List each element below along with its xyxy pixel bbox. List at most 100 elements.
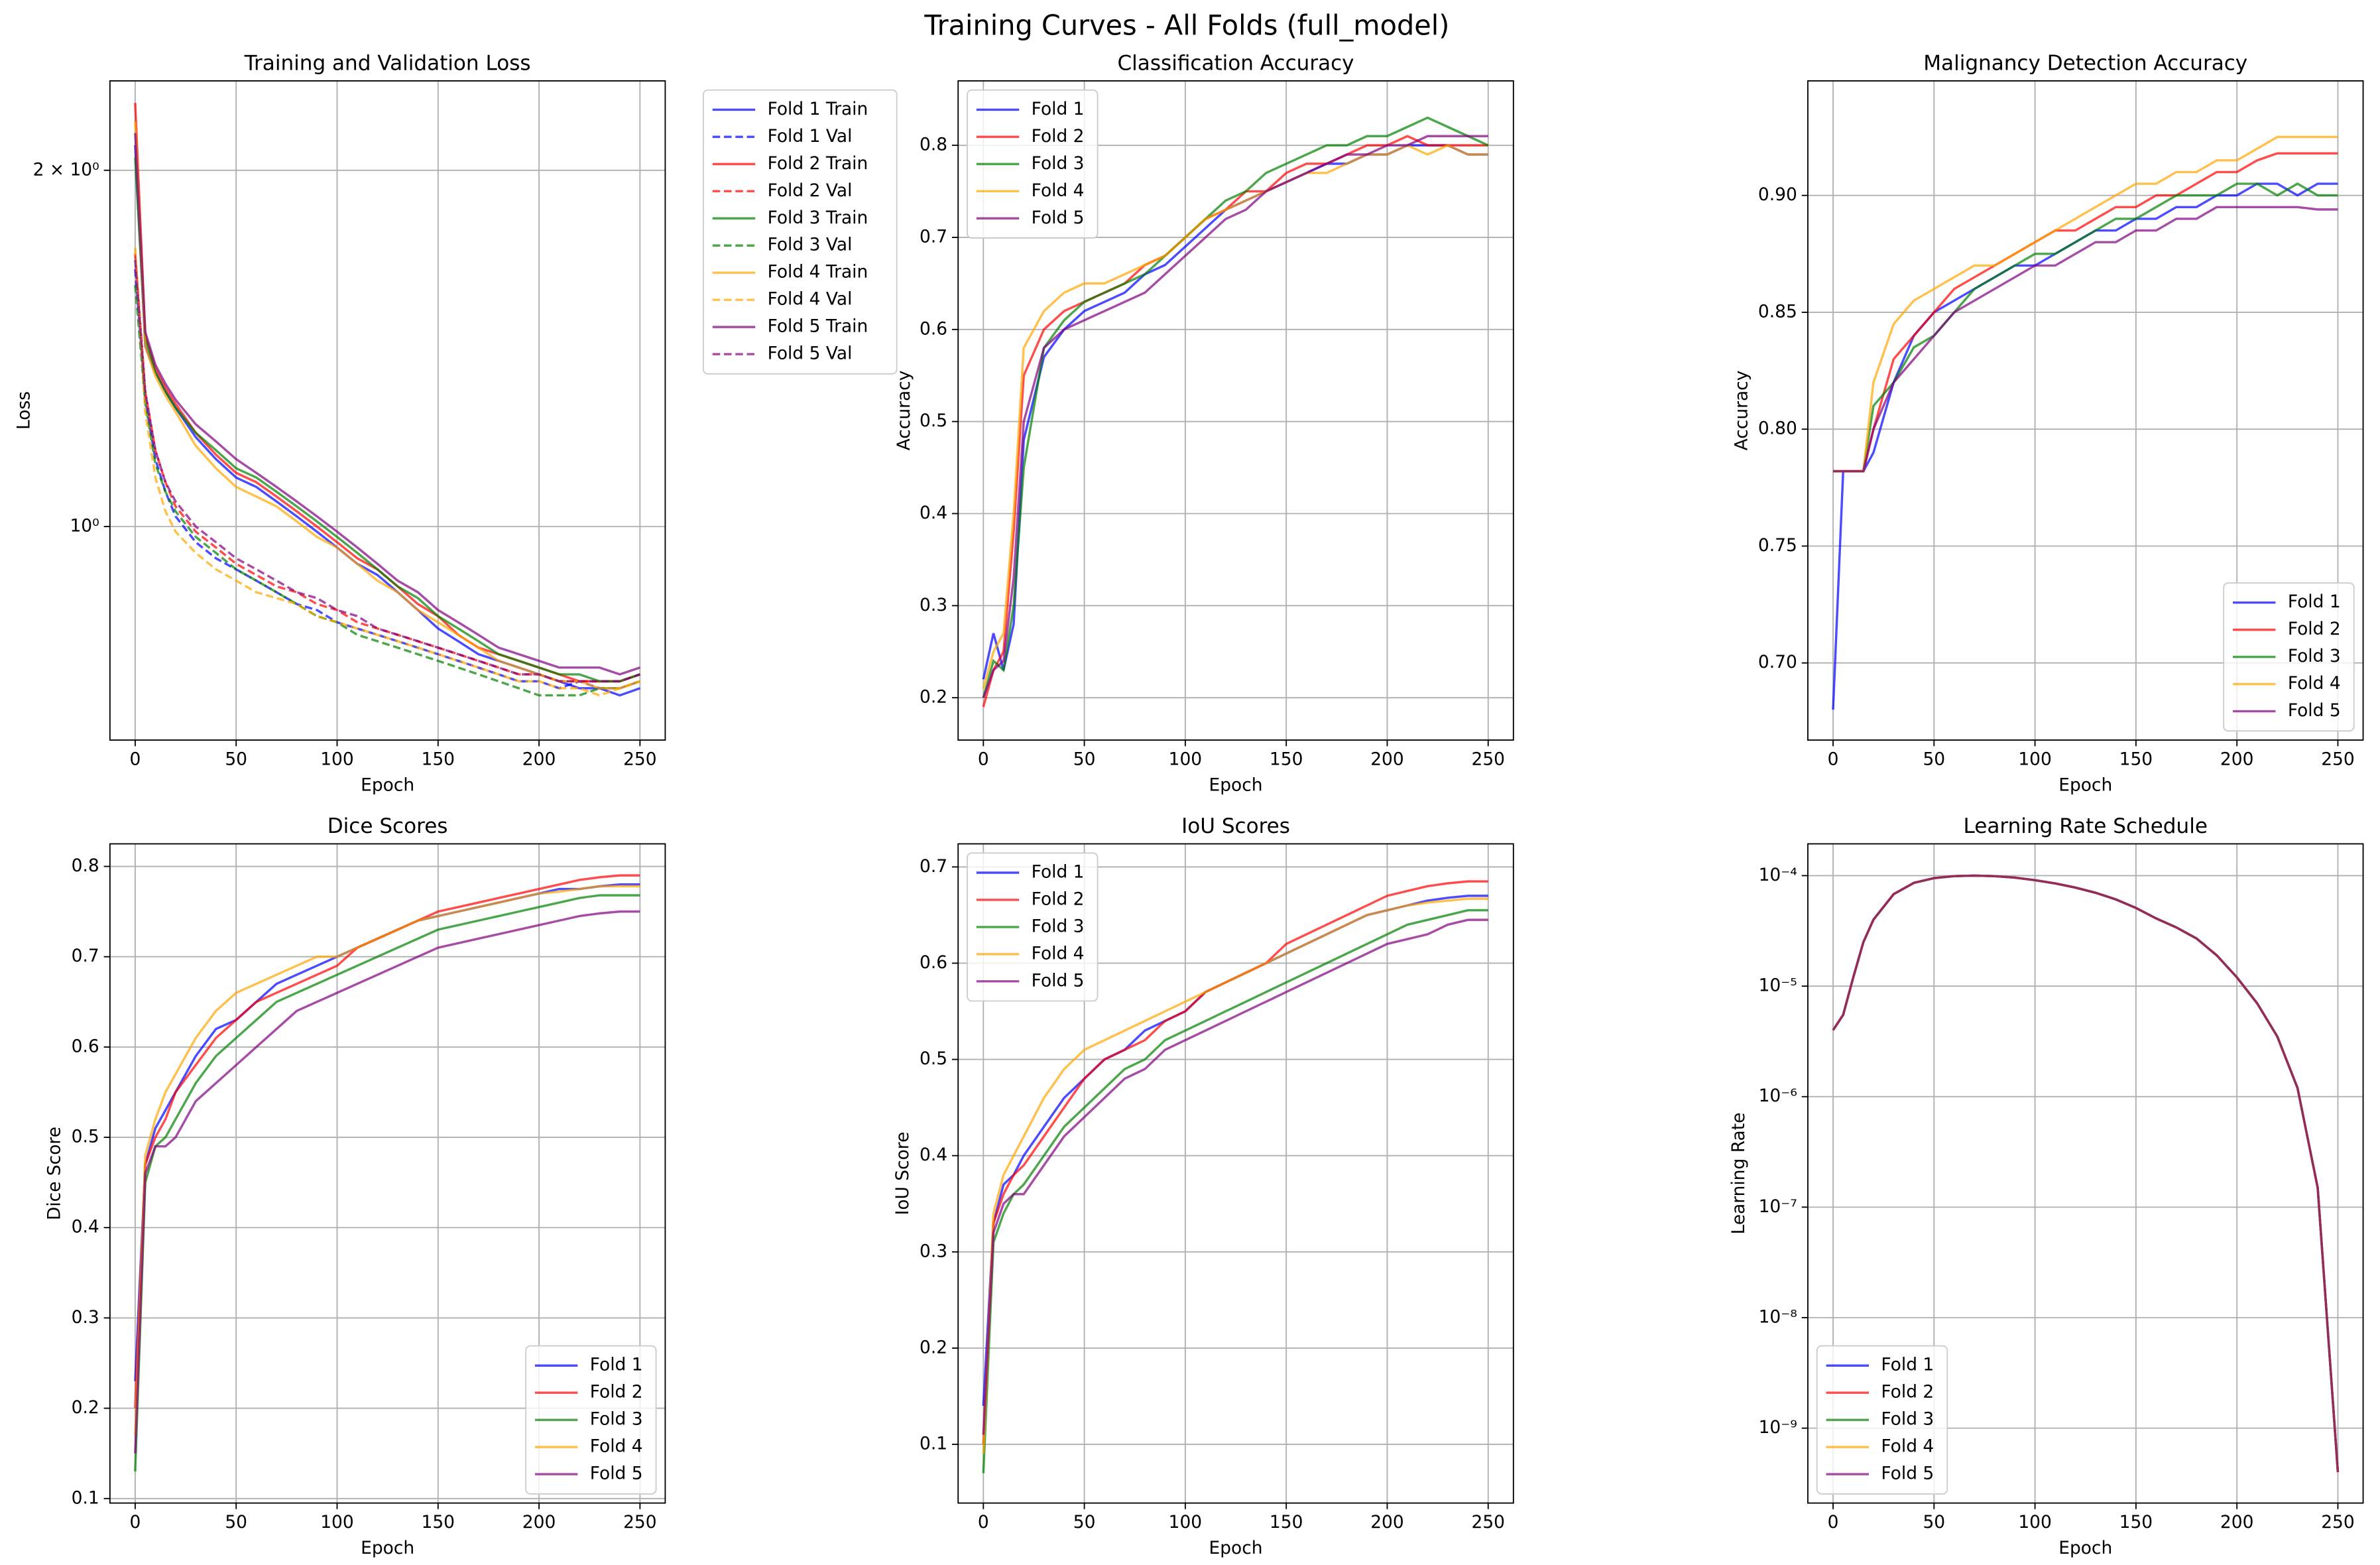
x-tick-label: 150	[1270, 1512, 1303, 1533]
series-line	[134, 157, 640, 683]
y-tick-label: 0.4	[72, 1217, 99, 1237]
legend-label: Fold 4 Val	[768, 289, 853, 310]
series-line	[134, 133, 640, 676]
y-tick-label: 0.3	[920, 1241, 947, 1261]
legend-label: Fold 1	[2288, 592, 2341, 612]
y-tick-label: 0.6	[920, 952, 947, 973]
legend-label: Fold 2	[590, 1382, 643, 1403]
series-line	[982, 116, 1489, 698]
series-line	[134, 247, 640, 697]
x-tick-label: 100	[1169, 1512, 1203, 1533]
legend-label: Fold 4	[1032, 180, 1085, 201]
x-tick-label: 250	[623, 749, 657, 769]
subplot-title: Training and Validation Loss	[244, 52, 531, 76]
legend-label: Fold 2	[1881, 1382, 1934, 1403]
legend: Fold 1 Train Fold 1 Val Fold 2 Train Fold 2…	[703, 89, 898, 375]
x-axis-label: Epoch	[1209, 1538, 1263, 1558]
axes-frame	[957, 843, 1514, 1504]
x-tick-label: 0	[978, 1512, 989, 1533]
y-tick-label: 10⁻⁹	[1759, 1417, 1797, 1438]
subplot-title: IoU Scores	[1181, 814, 1290, 838]
series-line	[134, 910, 640, 1454]
legend: Fold 1 Fold 2 Fold 3 Fold 4 Fold 5	[1816, 1345, 1948, 1495]
y-tick-label: 0.6	[72, 1036, 99, 1056]
x-tick-label: 200	[2220, 749, 2253, 769]
x-tick-label: 200	[522, 749, 556, 769]
legend-label: Fold 1 Train	[768, 99, 868, 119]
y-tick-label: 0.4	[920, 1145, 947, 1165]
legend-label: Fold 3	[1032, 916, 1085, 936]
x-tick-label: 100	[320, 749, 354, 769]
x-tick-label: 150	[2119, 1512, 2153, 1533]
x-axis-label: Epoch	[361, 775, 414, 796]
y-tick-label: 0.85	[1758, 301, 1797, 322]
x-tick-label: 150	[2119, 749, 2153, 769]
legend-label: Fold 5	[1032, 208, 1085, 228]
x-tick-label: 0	[129, 749, 141, 769]
subplot: 0 50 100 150 200 250 0.2 0.3 0.4 0.5 0.6 0.7 0.8 Clas…	[894, 52, 1514, 796]
y-tick-label: 0.7	[920, 856, 947, 877]
legend-box	[967, 852, 1099, 1002]
subplot-title: Dice Scores	[327, 814, 448, 838]
y-tick-label: 10⁻⁸	[1759, 1306, 1797, 1327]
series-line	[982, 918, 1488, 1435]
x-tick-label: 250	[1472, 749, 1506, 769]
y-axis-label: Dice Score	[44, 1127, 64, 1220]
y-tick-label: 0.7	[72, 946, 99, 966]
y-tick-label: 0.7	[920, 226, 947, 247]
series-line	[1833, 135, 2338, 473]
y-axis-label: Learning Rate	[1728, 1113, 1749, 1235]
legend-label: Fold 2	[1032, 889, 1085, 909]
y-tick-label: 0.2	[920, 687, 947, 708]
legend-label: Fold 2	[1032, 126, 1085, 147]
subplot: 0 50 100 150 200 250 10⁰ 2 × 10⁰ Training and Va…	[13, 52, 898, 796]
series-line	[982, 908, 1488, 1473]
legend-label: Fold 3 Val	[768, 235, 853, 255]
axes-frame	[1807, 80, 2364, 741]
legend-label: Fold 5	[1881, 1464, 1934, 1484]
legend-label: Fold 4 Train	[768, 262, 868, 282]
y-tick-label: 0.3	[72, 1307, 99, 1328]
legend-label: Fold 3 Train	[768, 208, 868, 228]
legend-label: Fold 1	[1032, 99, 1085, 119]
legend: Fold 1 Fold 2 Fold 3 Fold 4 Fold 5	[2223, 582, 2355, 732]
y-tick-label: 2 × 10⁰	[33, 159, 99, 180]
legend-label: Fold 3	[590, 1409, 643, 1430]
y-tick-label: 0.80	[1758, 418, 1797, 439]
x-axis-label: Epoch	[2058, 775, 2112, 796]
series-line	[1833, 206, 2338, 473]
legend-label: Fold 2	[2288, 619, 2341, 639]
x-tick-label: 0	[978, 749, 989, 769]
y-tick-label: 0.1	[72, 1487, 99, 1508]
legend-label: Fold 4	[1032, 943, 1085, 964]
y-axis-label: IoU Score	[892, 1132, 913, 1216]
x-tick-label: 0	[129, 1512, 141, 1533]
y-axis-label: Loss	[13, 391, 34, 430]
y-axis-label: Accuracy	[1731, 371, 1752, 451]
subplot-title: Classification Accuracy	[1118, 52, 1354, 76]
legend-box	[967, 89, 1099, 239]
subplot-title: Learning Rate Schedule	[1964, 814, 2208, 838]
y-tick-label: 0.4	[920, 503, 947, 523]
y-tick-label: 0.5	[920, 1048, 947, 1069]
figure-title: Training Curves - All Folds (full_model)	[923, 9, 1449, 41]
x-tick-label: 0	[1828, 1512, 1839, 1533]
x-tick-label: 50	[225, 1512, 247, 1533]
x-tick-label: 250	[623, 1512, 657, 1533]
legend-label: Fold 3	[1032, 153, 1085, 174]
y-tick-label: 0.70	[1758, 652, 1797, 672]
x-axis-label: Epoch	[361, 1538, 414, 1558]
series-line	[134, 259, 640, 683]
legend-label: Fold 4	[1881, 1436, 1934, 1457]
legend-label: Fold 2 Val	[768, 180, 853, 201]
legend-label: Fold 4	[2288, 673, 2341, 694]
x-tick-label: 0	[1828, 749, 1839, 769]
x-tick-label: 200	[2220, 1512, 2253, 1533]
x-tick-label: 200	[522, 1512, 556, 1533]
x-tick-label: 50	[1923, 749, 1945, 769]
x-tick-label: 100	[320, 1512, 354, 1533]
y-tick-label: 10⁻⁵	[1759, 975, 1797, 996]
legend: Fold 1 Fold 2 Fold 3 Fold 4 Fold 5	[967, 89, 1099, 239]
